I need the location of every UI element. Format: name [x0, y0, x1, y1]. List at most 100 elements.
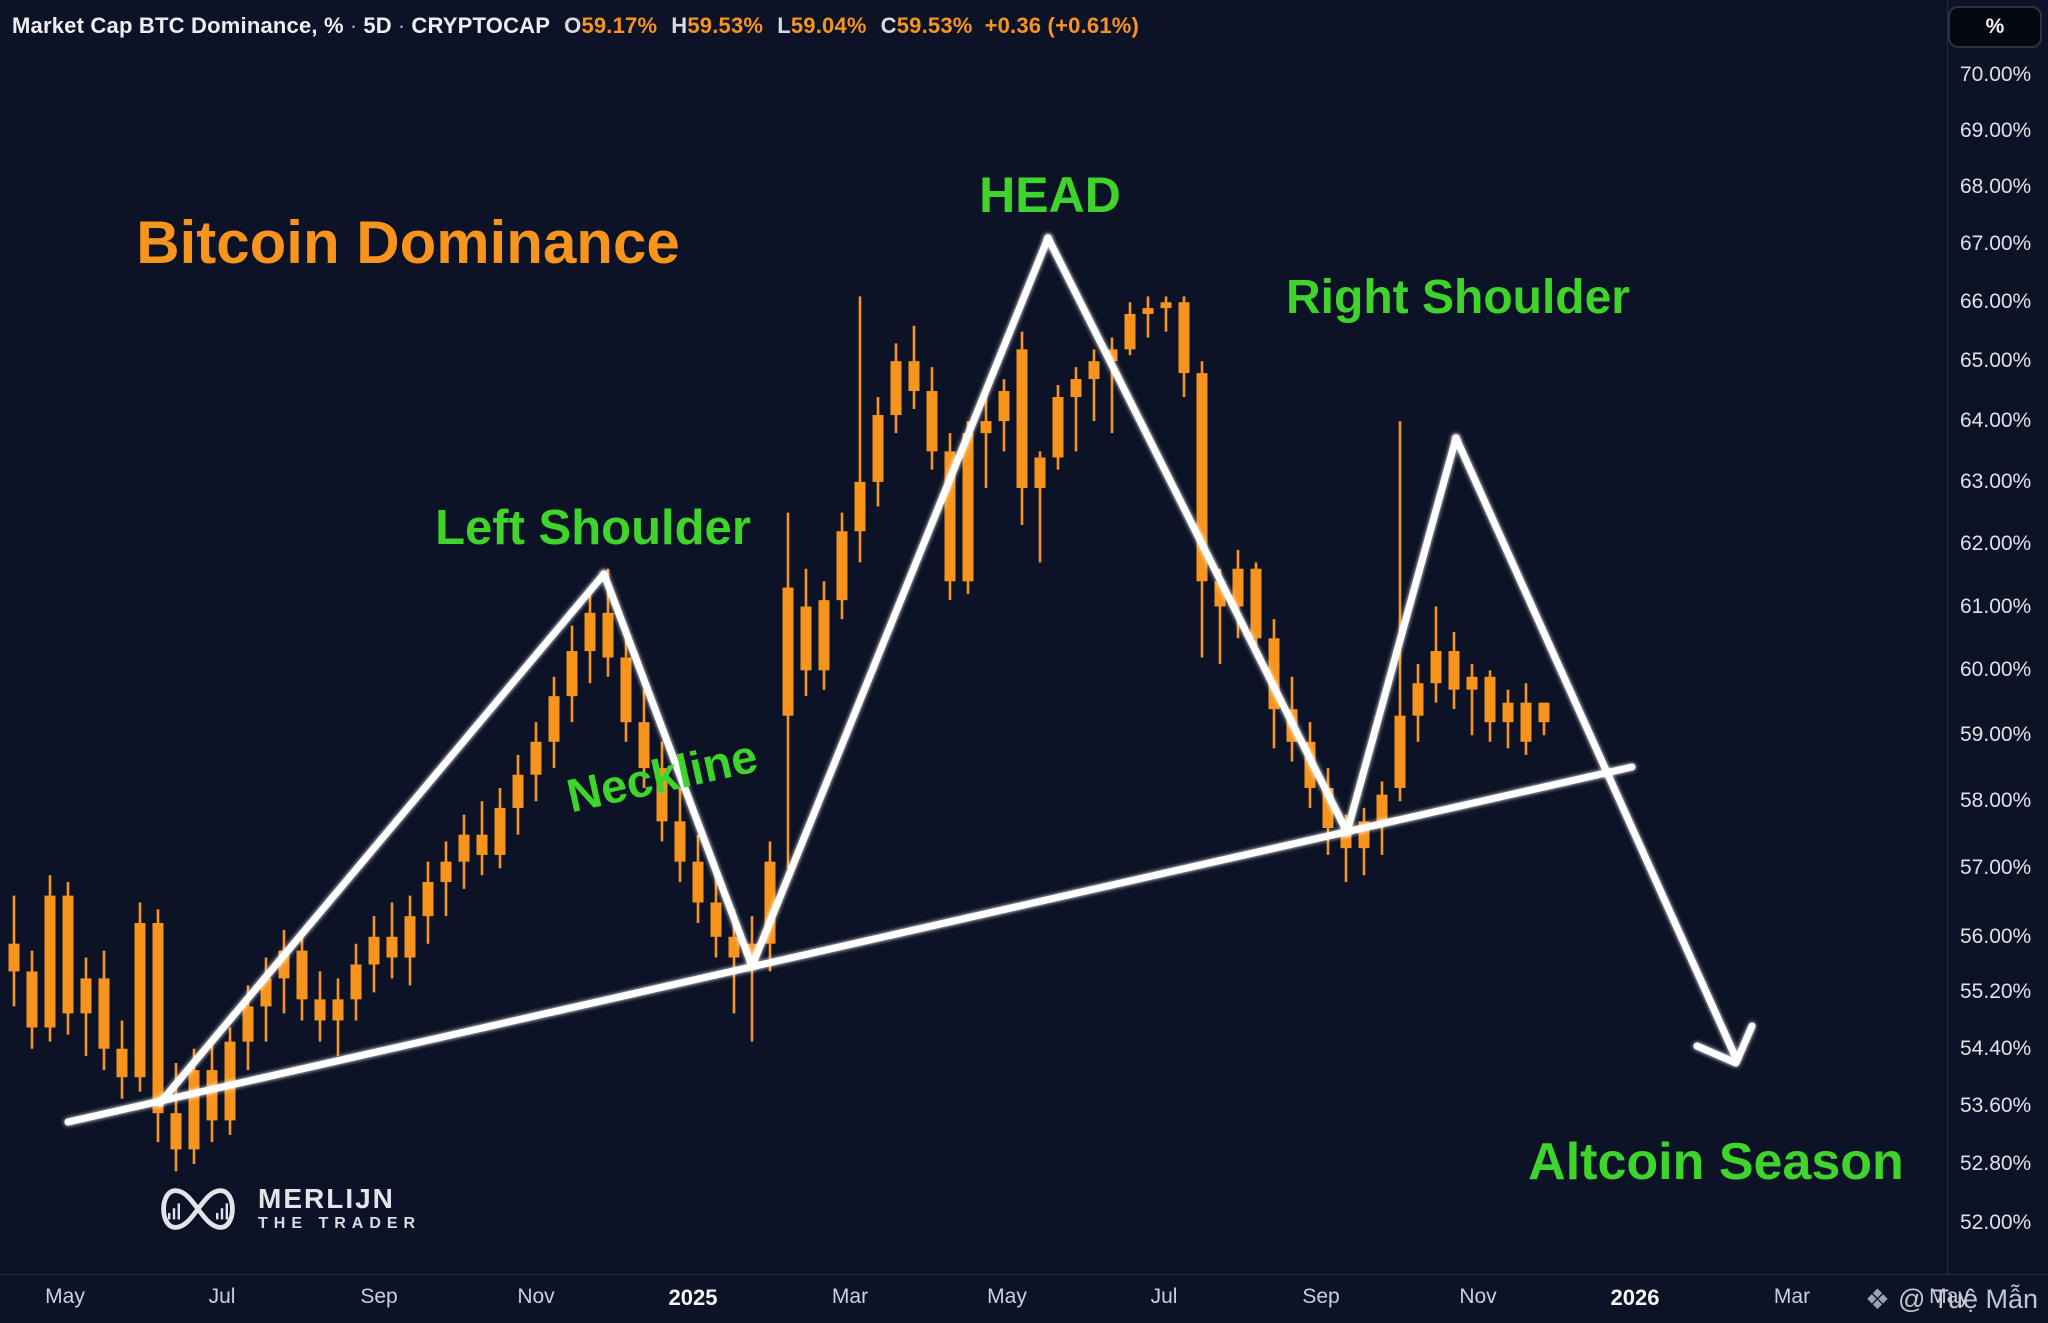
candle-body [206, 1070, 218, 1121]
price-label: 55.20% [1960, 980, 2032, 1004]
candle-body [944, 451, 956, 582]
candle-body [1016, 349, 1028, 489]
candle-body [602, 612, 614, 658]
candle-body [368, 936, 380, 965]
candle-body [764, 861, 776, 944]
price-label: 52.00% [1960, 1211, 2032, 1234]
arrowhead-down-icon [1693, 1022, 1756, 1067]
candle-body [1448, 651, 1460, 690]
candle-body [260, 978, 272, 1007]
symbol-title[interactable]: Market Cap BTC Dominance, % [12, 13, 344, 38]
time-axis[interactable]: May Jul Sep Nov 2025 Mar May Jul Sep Nov 2026 Mar Ma… [0, 1274, 2048, 1323]
price-axis[interactable]: 70.00% 69.00% 68.00% 67.00% 66.00% 65.00% 64.0… [1947, 0, 2048, 1275]
percent-scale-button[interactable]: % [1948, 6, 2042, 48]
candle-body [1412, 683, 1424, 716]
candle-body [1160, 302, 1172, 309]
candle-body [530, 741, 542, 775]
exchange-label: CRYPTOCAP [411, 13, 551, 38]
candle-body [980, 421, 992, 434]
low-value: 59.04% [790, 13, 867, 38]
price-label: 59.00% [1960, 723, 2032, 747]
candle-body [872, 415, 884, 482]
high-value: 59.53% [687, 13, 764, 38]
candle-body [1502, 702, 1514, 723]
candle-body [1538, 702, 1550, 723]
price-label: 56.00% [1960, 924, 2032, 948]
brand-name: MERLIJN [258, 1183, 395, 1214]
price-label: 62.00% [1960, 531, 2032, 555]
candle-body [350, 964, 362, 1000]
separator-dot: · [349, 13, 358, 38]
candle-body [116, 1048, 128, 1078]
credit-name: @ Tuệ Mẫn [1898, 1284, 2038, 1314]
candle-body [26, 971, 38, 1028]
candle-body [1394, 715, 1406, 788]
candle-body [188, 1070, 200, 1150]
candle-body [656, 768, 668, 822]
candle-body [1106, 349, 1118, 362]
trendline-right-shoulder-rise[interactable] [1343, 434, 1460, 836]
candle-body [1376, 794, 1388, 822]
time-label-month: May [45, 1285, 85, 1308]
brand-subtitle: THE TRADER [258, 1215, 422, 1232]
candle-body [296, 950, 308, 1000]
head-and-shoulders-drawing[interactable] [64, 234, 1756, 1126]
trendline-breakdown-arrow-stem[interactable] [1452, 434, 1739, 1060]
trendline-left-shoulder-fall[interactable] [600, 570, 756, 970]
time-label-month: Nov [1459, 1285, 1497, 1308]
price-label: 52.80% [1960, 1152, 2032, 1176]
candle-body [746, 943, 758, 958]
head-label: HEAD [979, 167, 1121, 223]
candle-body [782, 587, 794, 716]
candle-body [1520, 702, 1532, 742]
diamond-icon: ❖ [1864, 1283, 1891, 1315]
close-label: C [880, 13, 897, 38]
candle-body [512, 774, 524, 808]
candle-body [1070, 379, 1082, 398]
candle-body [1358, 821, 1370, 849]
candle-body [386, 936, 398, 958]
candle-body [548, 696, 560, 742]
candle-body [8, 943, 20, 972]
candle-body [242, 1006, 254, 1042]
candle-body [152, 923, 164, 1114]
candle-body [1052, 397, 1064, 458]
candle-body [278, 950, 290, 979]
candle-body [800, 606, 812, 671]
candlestick-series [8, 296, 1550, 1172]
price-label: 67.00% [1960, 232, 2032, 256]
trendline-left-shoulder-rise[interactable] [156, 570, 608, 1107]
price-label: 58.00% [1960, 789, 2032, 813]
candle-body [728, 936, 740, 958]
price-label: 54.40% [1960, 1036, 2032, 1060]
price-label: 64.00% [1960, 409, 2032, 433]
candle-body [422, 882, 434, 917]
trendline-neckline[interactable] [64, 763, 1636, 1126]
low-label: L [777, 13, 791, 38]
candle-body [1340, 827, 1352, 849]
trendline-head-rise[interactable] [748, 234, 1052, 970]
separator-dot: · [397, 13, 406, 38]
candle-body [458, 834, 470, 862]
time-label-month: Sep [1302, 1285, 1340, 1308]
candle-body [836, 531, 848, 601]
candle-body [404, 916, 416, 958]
right-shoulder-label: Right Shoulder [1286, 271, 1630, 324]
interval-label[interactable]: 5D [363, 13, 392, 38]
symbol-header[interactable]: Market Cap BTC Dominance, % · 5D · CRYPTOCAP… [12, 13, 1139, 39]
trendline-head-fall[interactable] [1044, 234, 1351, 836]
price-label: 53.60% [1960, 1093, 2032, 1117]
open-label: O [564, 13, 582, 38]
candle-body [314, 999, 326, 1021]
candle-body [440, 861, 452, 883]
time-label-month: Nov [517, 1285, 555, 1308]
candle-body [566, 651, 578, 697]
candle-body [818, 600, 830, 671]
candle-body [62, 895, 74, 1014]
infinity-logo-icon [161, 1188, 235, 1230]
price-label: 66.00% [1960, 290, 2032, 314]
time-label-month: Mar [1773, 1285, 1811, 1308]
merlijn-watermark: MERLIJN THE TRADER [150, 1180, 421, 1238]
time-label-year: 2025 [668, 1285, 718, 1310]
